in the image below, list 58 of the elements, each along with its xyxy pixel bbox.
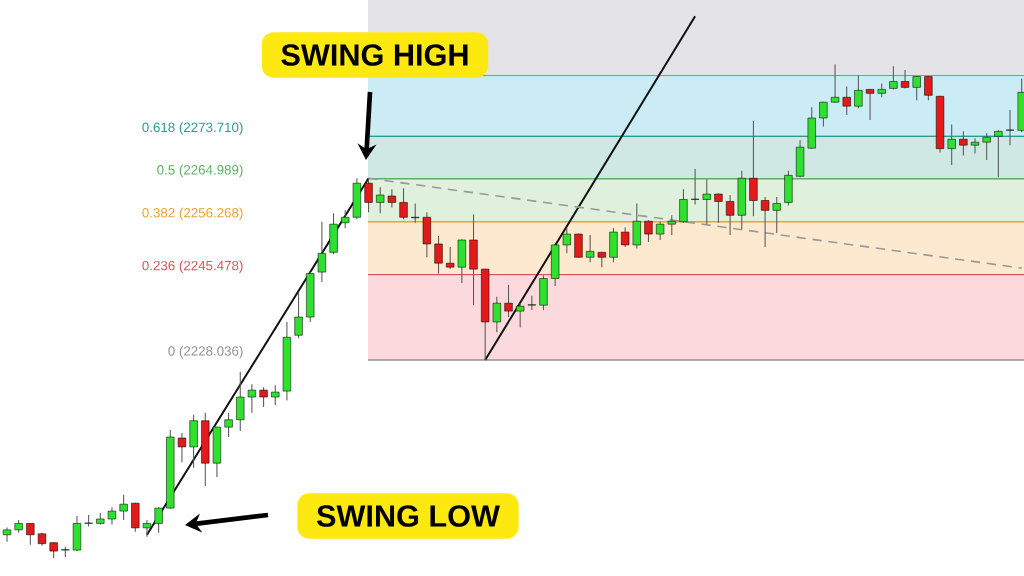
candlestick <box>492 296 501 333</box>
candlestick <box>224 412 233 438</box>
candlestick <box>516 302 525 328</box>
candlestick <box>317 221 327 283</box>
candlestick <box>247 383 257 414</box>
candlestick <box>562 227 571 254</box>
annotation: 0.236 (2245.478) <box>142 260 243 273</box>
candlestick <box>504 284 513 318</box>
candlestick <box>1005 109 1015 146</box>
candlestick <box>294 292 303 339</box>
candlestick <box>446 246 455 270</box>
candlestick <box>819 101 828 127</box>
candlestick <box>865 88 875 121</box>
candlestick <box>2 526 12 543</box>
candlestick <box>830 63 840 104</box>
candlestick <box>142 519 152 538</box>
candlestick <box>376 186 385 214</box>
candlestick <box>154 506 163 534</box>
candlestick <box>119 494 128 521</box>
candlestick <box>714 193 723 224</box>
annotation: 0.618 (2273.710) <box>142 122 243 135</box>
candlestick <box>667 214 676 236</box>
candlestick <box>854 75 863 109</box>
candlestick <box>411 202 420 224</box>
candlestick <box>644 219 653 243</box>
candlestick <box>702 178 711 225</box>
candlestick <box>399 187 408 220</box>
candlestick <box>574 233 583 259</box>
candlestick <box>970 137 980 155</box>
candlestick <box>387 188 396 208</box>
candlestick <box>236 371 245 432</box>
annotation: SWING LOW <box>316 505 500 527</box>
candlestick <box>177 432 187 463</box>
candlestick <box>656 221 665 241</box>
annotation: 0.382 (2256.268) <box>142 207 243 221</box>
candlestick <box>725 194 735 236</box>
candlestick <box>842 85 851 116</box>
candlestick <box>259 386 268 408</box>
candlestick <box>772 196 781 234</box>
candlestick <box>586 234 595 263</box>
candlestick <box>982 132 991 161</box>
candlestick <box>364 177 373 213</box>
candlestick <box>924 75 933 101</box>
candlestick <box>959 130 968 157</box>
annotation: 0.5 (2264.989) <box>157 164 243 178</box>
annotation: 0 (2228.036) <box>168 345 243 359</box>
candlestick <box>271 384 280 406</box>
candlestick <box>947 123 956 166</box>
candlestick <box>690 168 700 205</box>
candlestick <box>621 226 630 248</box>
candlestick <box>632 202 641 249</box>
annotation: SWING HIGH <box>281 44 468 66</box>
candlestick <box>912 75 921 101</box>
candlestick <box>994 129 1003 178</box>
candlestick <box>679 188 688 224</box>
candlestick <box>749 120 758 217</box>
candlestick <box>760 196 770 248</box>
candlestick <box>434 235 443 275</box>
